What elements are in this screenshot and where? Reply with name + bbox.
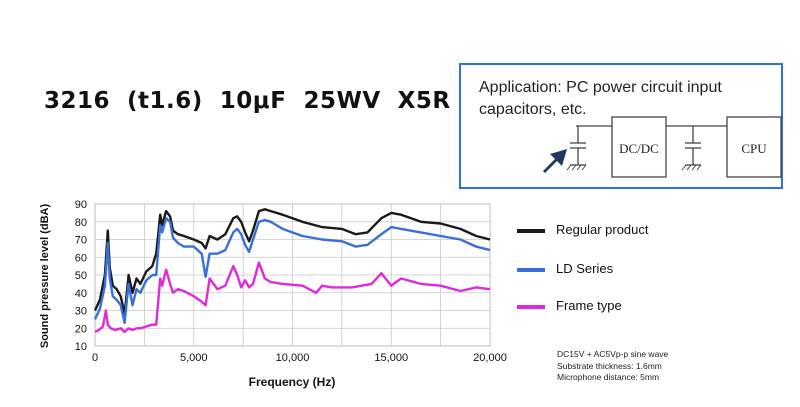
x-axis-label: Frequency (Hz) xyxy=(249,375,336,389)
x-tick-label: 5,000 xyxy=(180,352,208,364)
application-box: Application: PC power circuit input capa… xyxy=(459,63,783,189)
note-line: DC15V + AC5Vp-p sine wave xyxy=(557,349,669,359)
note-line: Substrate thickness: 1.6mm xyxy=(557,360,662,371)
y-tick-label: 90 xyxy=(75,199,87,211)
circuit-diagram: DC/DC CPU xyxy=(543,116,782,178)
arrow-icon xyxy=(543,149,567,173)
legend-swatch-regular xyxy=(517,229,545,233)
cpu-label: CPU xyxy=(741,141,767,156)
x-tick-label: 20,000 xyxy=(473,352,507,364)
y-axis-label: Sound pressure level (dBA) xyxy=(39,204,51,349)
legend-label-ld: LD Series xyxy=(556,261,614,276)
application-text: Application: PC power circuit input capa… xyxy=(479,79,722,118)
y-tick-label: 80 xyxy=(75,217,87,229)
y-tick-label: 70 xyxy=(75,235,87,247)
x-tick-label: 0 xyxy=(92,352,98,364)
y-tick-label: 50 xyxy=(75,270,87,282)
x-tick-label: 15,000 xyxy=(374,352,408,364)
test-conditions: DC15V + AC5Vp-p sine wave Substrate thic… xyxy=(557,349,668,384)
y-tick-label: 20 xyxy=(75,323,87,335)
series-line-frame-type xyxy=(94,261,491,334)
legend-swatch-frame xyxy=(517,305,545,309)
y-tick-label: 40 xyxy=(75,288,87,300)
y-tick-label: 60 xyxy=(75,252,87,264)
x-tick-label: 10,000 xyxy=(276,352,310,364)
dcdc-label: DC/DC xyxy=(619,141,659,156)
legend-label-frame: Frame type xyxy=(556,298,622,313)
legend-label-regular: Regular product xyxy=(556,222,649,237)
y-tick-label: 10 xyxy=(75,341,87,353)
note-line: Microphone distance: 5mm xyxy=(557,372,660,382)
series-line-ld-series xyxy=(93,217,491,325)
sound-pressure-chart: 10 20 30 40 50 60 70 80 90 0 5,000 10,000 15,000 20,0… xyxy=(39,199,507,389)
page-title: 3216 (t1.6) 10μF 25WV X5R xyxy=(44,88,451,114)
dcdc-block xyxy=(611,116,667,178)
legend-swatch-ld xyxy=(517,268,545,272)
cpu-block xyxy=(726,116,782,178)
y-tick-label: 30 xyxy=(75,306,87,318)
